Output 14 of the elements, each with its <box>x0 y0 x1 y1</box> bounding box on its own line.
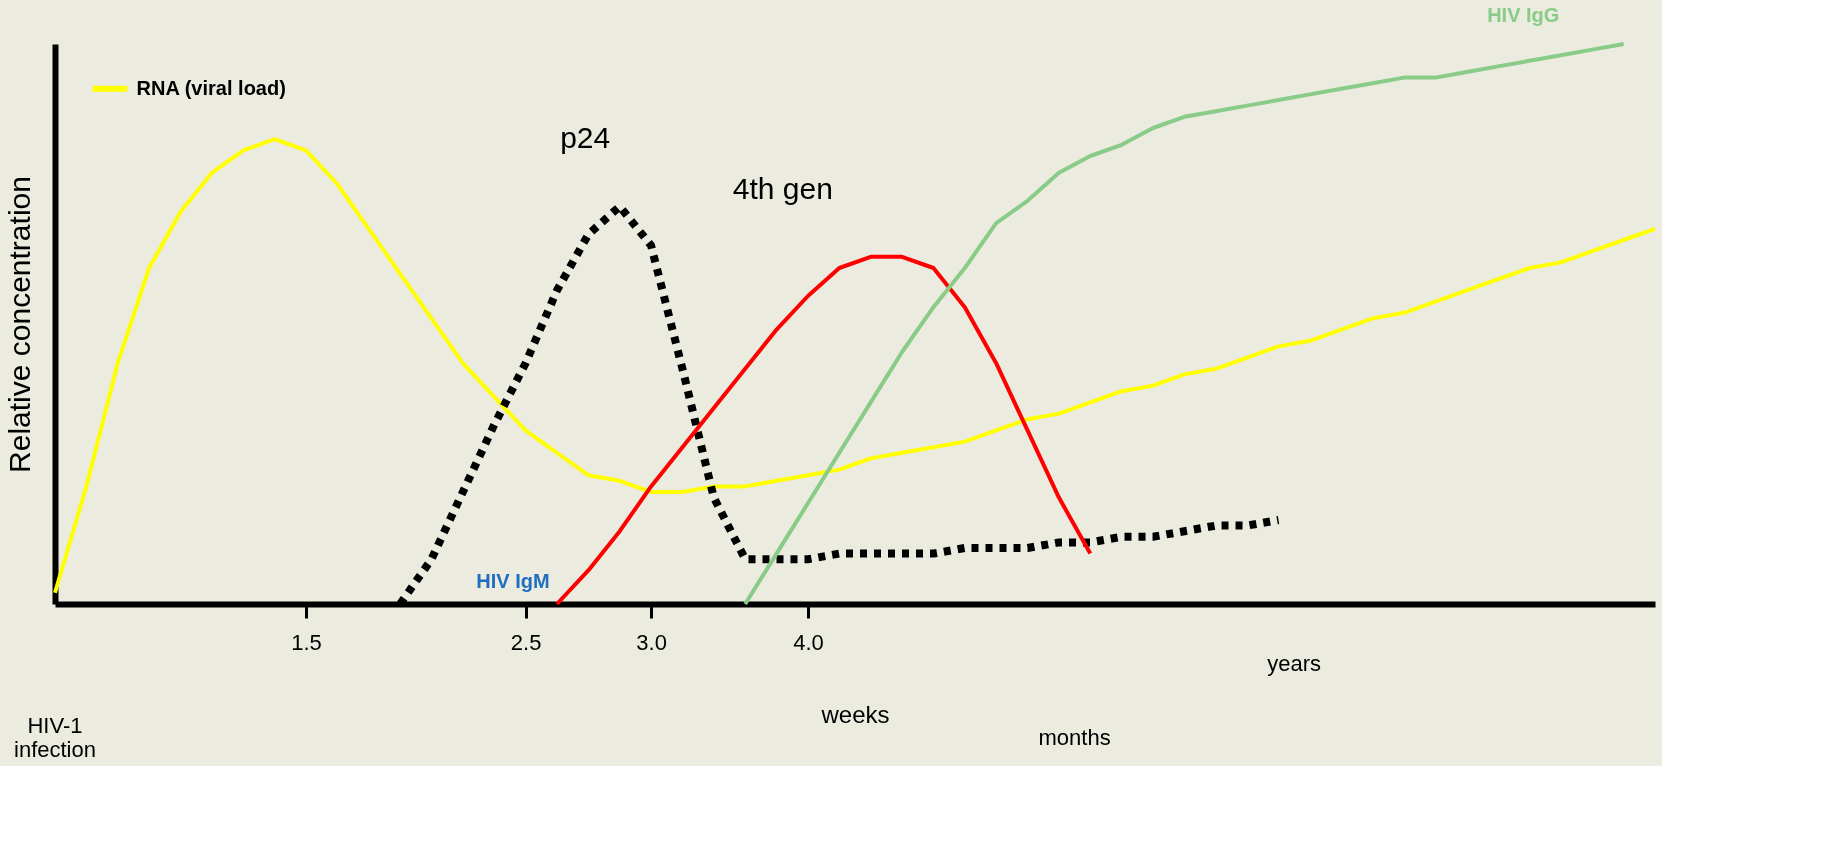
series-label: p24 <box>560 121 611 155</box>
text: months <box>1038 725 1111 751</box>
series-label: HIV IgM <box>476 569 550 592</box>
x-axis-title: weeks <box>820 700 890 728</box>
legend-label: RNA (viral load) <box>136 76 286 99</box>
series-label: HIV IgG <box>1487 4 1560 26</box>
annotation: 4th gen <box>732 171 833 205</box>
y-axis-title: Relative concentration <box>2 176 36 473</box>
x-tick-label: 2.5 <box>510 629 542 655</box>
x-tick-label: 3.0 <box>636 629 667 655</box>
text: years <box>1267 651 1322 677</box>
x-tick-label: 4.0 <box>793 629 824 655</box>
x-tick-label: 1.5 <box>291 629 322 655</box>
text: HIV-1 infection <box>14 713 96 762</box>
